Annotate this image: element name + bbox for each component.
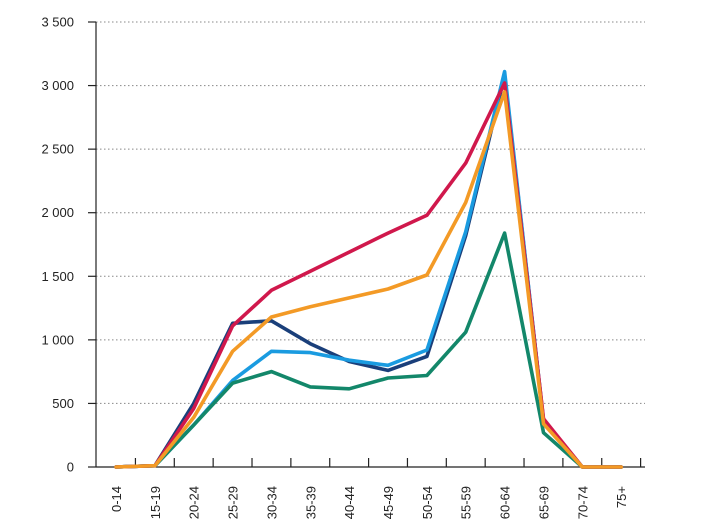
- x-tick-label-40-44: 40-44: [342, 486, 357, 519]
- x-tick-label-70-74: 70-74: [575, 486, 590, 519]
- y-tick-label-3500: 3 500: [41, 15, 74, 30]
- y-tick-label-2500: 2 500: [41, 142, 74, 157]
- axes: [88, 21, 645, 468]
- series-line-green: [114, 231, 624, 469]
- y-tick-labels: 0 500 1 000 1 500 2 000 2 500 3 000 3 500: [41, 15, 74, 475]
- y-tick-label-0: 0: [67, 460, 74, 475]
- x-tick-label-75+: 75+: [614, 486, 629, 508]
- series-line-red: [114, 81, 624, 469]
- x-tick-label-20-24: 20-24: [187, 486, 202, 519]
- x-tick-label-45-49: 45-49: [381, 486, 396, 519]
- x-tick-label-65-69: 65-69: [536, 486, 551, 519]
- y-tick-label-1000: 1 000: [41, 332, 74, 347]
- grid-lines: [96, 21, 645, 404]
- x-tick-label-35-39: 35-39: [303, 486, 318, 519]
- y-tick-label-3000: 3 000: [41, 78, 74, 93]
- x-tick-labels: 0-14 15-19 20-24 25-29 30-34 35-39 40-44 45-49 5…: [109, 486, 629, 519]
- x-tick-label-60-64: 60-64: [498, 486, 513, 519]
- y-tick-label-500: 500: [52, 396, 74, 411]
- x-tick-marks: [134, 458, 642, 467]
- x-tick-label-30-34: 30-34: [264, 486, 279, 519]
- y-tick-label-2000: 2 000: [41, 205, 74, 220]
- x-tick-label-50-54: 50-54: [420, 486, 435, 519]
- x-tick-label-55-59: 55-59: [459, 486, 474, 519]
- x-tick-label-15-19: 15-19: [148, 486, 163, 519]
- series-line-orange: [114, 90, 624, 469]
- series-lines: [114, 69, 624, 469]
- x-tick-label-25-29: 25-29: [226, 486, 241, 519]
- y-tick-label-1500: 1 500: [41, 269, 74, 284]
- x-tick-label-0-14: 0-14: [109, 486, 124, 512]
